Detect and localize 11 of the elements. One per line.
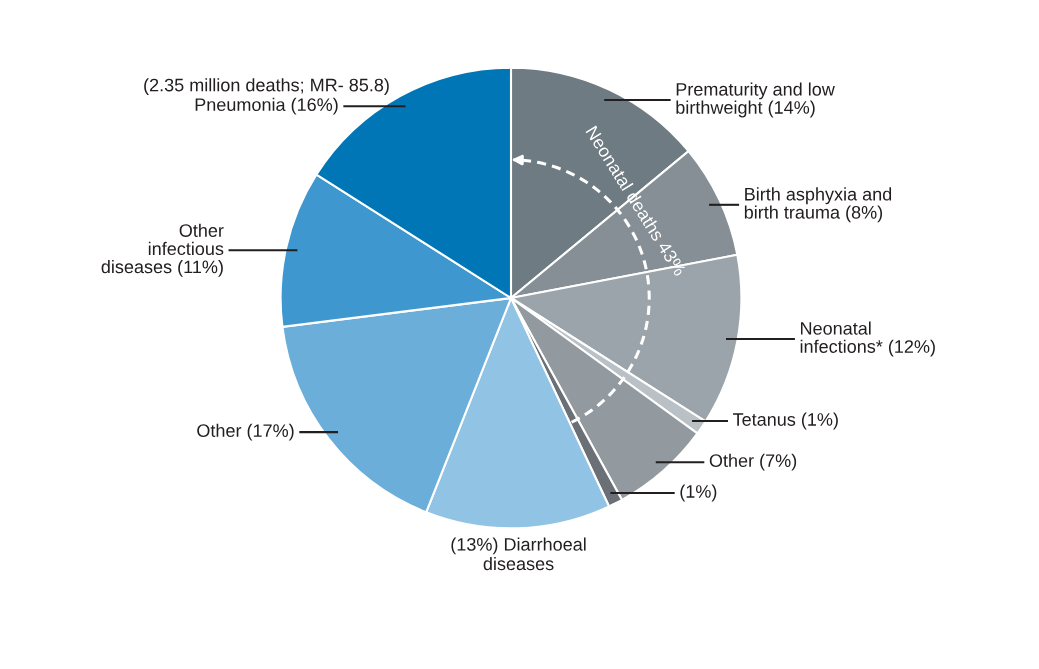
- slice-label: Other (17%): [197, 423, 294, 441]
- slice-label: Other (7%): [709, 453, 797, 471]
- slice-label: Other infectious diseases (11%): [101, 223, 224, 277]
- slice-label: Birth asphyxia and birth trauma (8%): [744, 187, 892, 223]
- slice-label: Pneumonia (16%): [195, 97, 338, 115]
- slice-label: Prematurity and low birthweight (14%): [676, 82, 835, 118]
- text: (2.35 million deaths; MR- 85.8): [144, 78, 389, 95]
- slice-label: Tetanus (1%): [733, 412, 838, 430]
- slice-label: Neonatal infections* (12%): [800, 321, 935, 357]
- slice-label: (13%) Diarrhoeal diseases: [451, 537, 586, 571]
- slice-label: (1%): [680, 484, 717, 502]
